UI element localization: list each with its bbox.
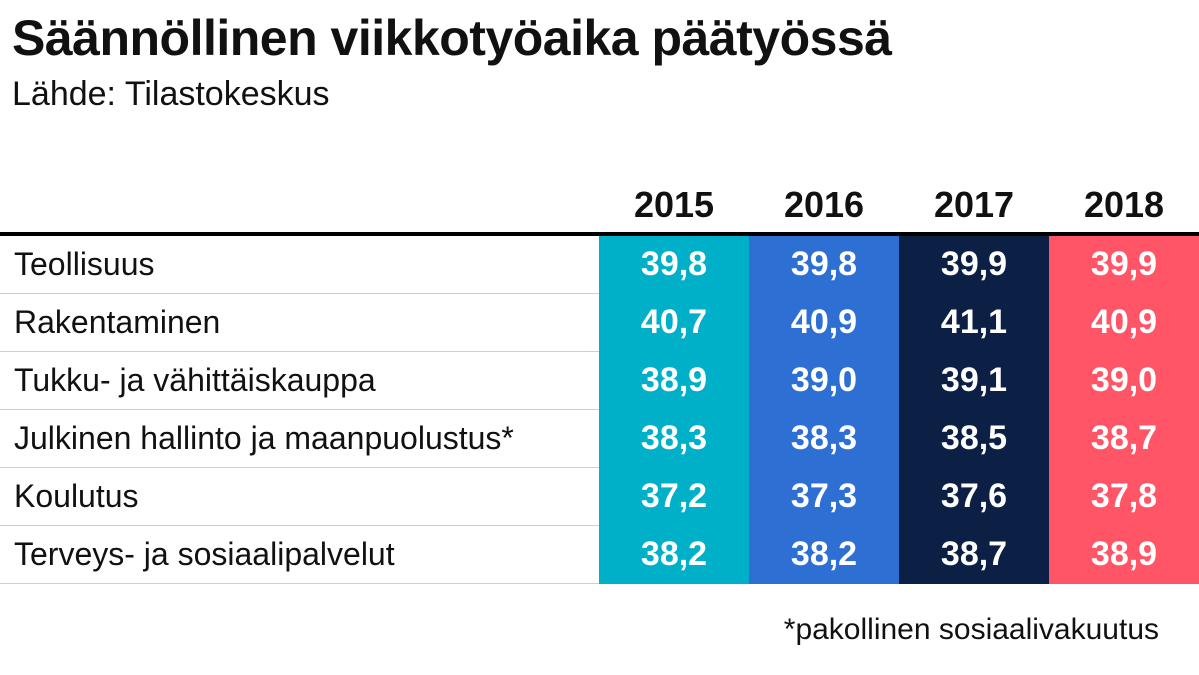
value-cell-2016: 39,8 <box>749 236 899 294</box>
value-cell-2016: 37,3 <box>749 468 899 526</box>
value-cell-2016: 38,3 <box>749 410 899 468</box>
value-cell-2015: 39,8 <box>599 236 749 294</box>
value-cell-2016: 38,2 <box>749 526 899 584</box>
value-cell-2016: 39,0 <box>749 352 899 410</box>
value-cell-2017: 39,1 <box>899 352 1049 410</box>
value-cell-2018: 37,8 <box>1049 468 1199 526</box>
row-label: Tukku- ja vähittäiskauppa <box>14 362 376 398</box>
chart-title: Säännöllinen viikkotyöaika päätyössä <box>12 10 892 66</box>
column-header-2018: 2018 <box>1083 184 1165 225</box>
value-cell-2015: 38,9 <box>599 352 749 410</box>
table-row: Tukku- ja vähittäiskauppa 38,9 39,0 39,1 39,… <box>0 352 1199 410</box>
table-row: Teollisuus 39,8 39,8 39,9 39,9 <box>0 236 1199 294</box>
chart-source: Lähde: Tilastokeskus <box>12 75 330 113</box>
column-header-2017: 2017 <box>933 184 1015 225</box>
value-cell-2016: 40,9 <box>749 294 899 352</box>
value-cell-2017: 37,6 <box>899 468 1049 526</box>
value-cell-2018: 39,9 <box>1049 236 1199 294</box>
column-header-2016: 2016 <box>783 184 865 225</box>
value-cell-2018: 40,9 <box>1049 294 1199 352</box>
row-label: Koulutus <box>14 478 139 514</box>
value-cell-2018: 38,9 <box>1049 526 1199 584</box>
table-row: Rakentaminen 40,7 40,9 41,1 40,9 <box>0 294 1199 352</box>
row-label: Julkinen hallinto ja maanpuolustus* <box>14 420 514 456</box>
value-cell-2018: 39,0 <box>1049 352 1199 410</box>
table-body: Teollisuus 39,8 39,8 39,9 39,9 Rakentaminen 40… <box>0 236 1199 584</box>
value-cell-2015: 40,7 <box>599 294 749 352</box>
row-label: Terveys- ja sosiaalipalvelut <box>14 536 395 572</box>
table-row: Koulutus 37,2 37,3 37,6 37,8 <box>0 468 1199 526</box>
footnote: *pakollinen sosiaalivakuutus <box>783 613 1159 646</box>
header-rule <box>0 232 1199 236</box>
row-label: Teollisuus <box>14 246 155 282</box>
value-cell-2017: 41,1 <box>899 294 1049 352</box>
value-cell-2015: 37,2 <box>599 468 749 526</box>
value-cell-2015: 38,3 <box>599 410 749 468</box>
value-cell-2018: 38,7 <box>1049 410 1199 468</box>
value-cell-2017: 39,9 <box>899 236 1049 294</box>
column-header-2015: 2015 <box>633 184 715 225</box>
value-cell-2015: 38,2 <box>599 526 749 584</box>
value-cell-2017: 38,5 <box>899 410 1049 468</box>
value-cell-2017: 38,7 <box>899 526 1049 584</box>
data-table: 2015 2016 2017 2018 Teollisuus 39,8 39,8 39,9 3… <box>0 178 1199 584</box>
header-row: 2015 2016 2017 2018 <box>0 178 1199 232</box>
table-row: Terveys- ja sosiaalipalvelut 38,2 38,2 38,7… <box>0 526 1199 584</box>
table-row: Julkinen hallinto ja maanpuolustus* 38,3 3… <box>0 410 1199 468</box>
row-label: Rakentaminen <box>14 304 221 340</box>
